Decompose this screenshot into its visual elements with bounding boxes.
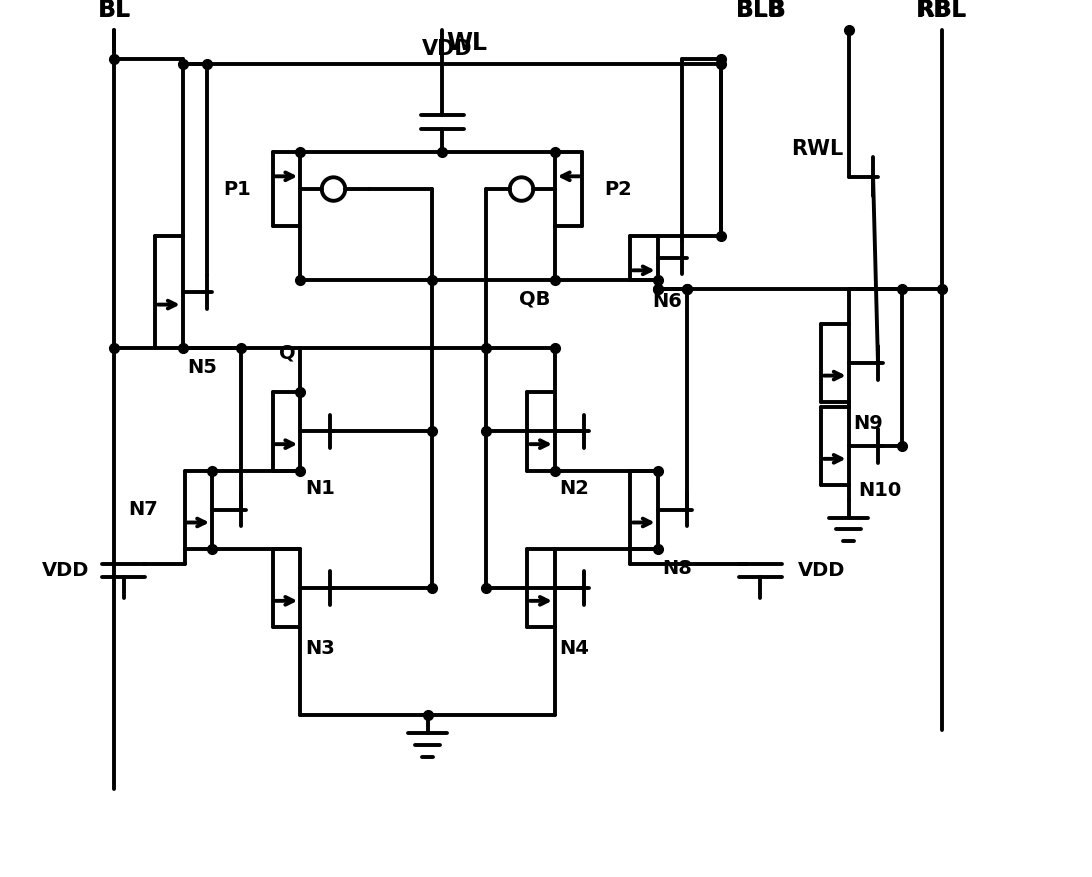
Text: N1: N1 (305, 479, 335, 498)
Text: WL: WL (447, 31, 487, 54)
Text: P1: P1 (224, 180, 251, 198)
Text: Q: Q (278, 344, 295, 362)
Text: N5: N5 (188, 359, 217, 377)
Text: BLB: BLB (736, 0, 784, 20)
Text: RWL: RWL (792, 139, 844, 160)
Text: BL: BL (98, 0, 130, 20)
Text: VDD: VDD (797, 561, 845, 580)
Text: N7: N7 (129, 500, 158, 519)
Text: VDD: VDD (422, 39, 473, 60)
Text: N9: N9 (854, 414, 883, 433)
Text: N10: N10 (858, 481, 902, 500)
Text: QB: QB (519, 289, 550, 309)
Text: BL: BL (97, 0, 131, 22)
Text: N8: N8 (663, 559, 692, 578)
Text: N2: N2 (560, 479, 590, 498)
Text: N4: N4 (560, 639, 590, 659)
Text: N6: N6 (653, 292, 682, 310)
Text: BLB: BLB (736, 0, 787, 22)
Text: P2: P2 (604, 180, 631, 198)
Text: VDD: VDD (43, 561, 90, 580)
Text: RBL: RBL (916, 0, 968, 22)
Text: N3: N3 (305, 639, 335, 659)
Text: RBL: RBL (917, 0, 965, 20)
